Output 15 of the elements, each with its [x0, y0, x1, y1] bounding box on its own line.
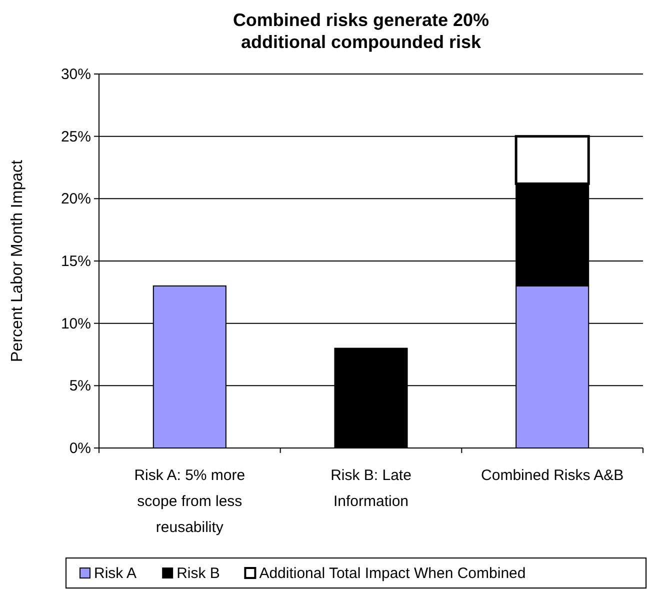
y-tick-label: 5% — [69, 378, 91, 395]
legend-label: Additional Total Impact When Combined — [259, 565, 526, 582]
y-tick-label: 0% — [69, 440, 91, 457]
legend-label: Risk B — [176, 565, 220, 582]
y-tick-label: 15% — [60, 253, 91, 270]
y-tick-label: 25% — [60, 128, 91, 146]
x-tick-label: Risk B: Late Information — [330, 467, 412, 510]
x-tick-label: Risk A: 5% more scope from less reusability — [134, 467, 246, 536]
y-tick-label: 30% — [60, 66, 91, 83]
chart-title: Combined risks generate 20% additional compounded risk — [232, 10, 490, 52]
y-axis-title: Percent Labor Month Impact — [9, 160, 26, 362]
legend-label: Risk A — [94, 565, 137, 582]
y-tick-label: 10% — [60, 315, 91, 332]
x-tick-label: Combined Risks A&B — [481, 467, 624, 484]
y-tick-label: 20% — [60, 190, 91, 208]
